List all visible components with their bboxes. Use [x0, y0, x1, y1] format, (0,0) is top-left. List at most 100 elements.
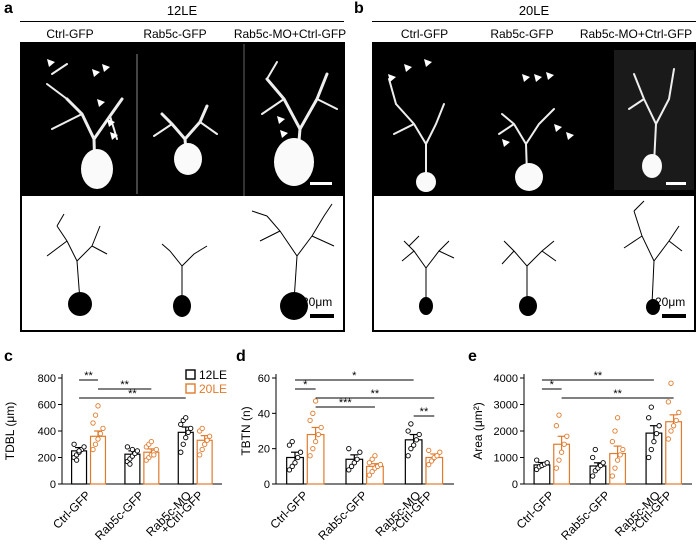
data-point — [286, 467, 293, 473]
y-tick-label: 40 — [258, 408, 270, 420]
data-point — [134, 448, 141, 454]
y-tick-label: 0 — [512, 479, 518, 491]
data-point — [346, 467, 352, 473]
data-point — [668, 428, 674, 434]
data-point — [95, 403, 101, 409]
legend-swatch — [185, 369, 196, 380]
data-point — [92, 412, 99, 418]
data-point — [651, 438, 657, 445]
data-point — [199, 446, 205, 453]
data-point — [76, 448, 82, 454]
significance-label: ** — [420, 406, 429, 418]
significance-label: ** — [613, 388, 622, 400]
data-point — [665, 436, 672, 442]
column-title-b-rab5c: Rab5c-GFP — [490, 27, 554, 41]
data-point — [153, 446, 159, 453]
micrographs-b — [388, 50, 694, 192]
data-point — [377, 461, 384, 468]
data-point — [351, 460, 357, 466]
data-point — [556, 412, 562, 418]
panel-label-b: b — [354, 0, 364, 17]
data-point — [408, 421, 414, 427]
data-point — [188, 425, 194, 432]
arrowhead-markers-b — [388, 59, 574, 147]
data-point — [307, 453, 313, 459]
title-rule-b — [372, 21, 696, 22]
data-point — [289, 438, 295, 445]
tracings-a — [46, 203, 335, 320]
data-point — [357, 449, 363, 455]
chart-e: 0 1000 2000 3000 4000 Area (μm²) Ctrl-GFP Rab5c… — [471, 370, 692, 543]
data-point — [180, 441, 186, 447]
data-point — [656, 423, 662, 429]
data-point — [434, 453, 440, 459]
data-point — [289, 463, 295, 469]
data-point — [307, 417, 313, 424]
y-axis-label: Area (μm²) — [471, 402, 485, 460]
data-point — [318, 424, 324, 431]
data-point — [413, 437, 420, 443]
x-tick-label: Ctrl-GFP — [50, 488, 93, 531]
panel-title-b: 20LE — [518, 3, 550, 18]
y-tick-label: 800 — [38, 373, 56, 385]
legend-label: 20LE — [199, 382, 227, 396]
data-point — [204, 437, 210, 443]
data-point — [81, 444, 87, 450]
data-point — [614, 457, 621, 463]
data-point — [592, 446, 598, 453]
x-tick-label: Ctrl-GFP — [514, 488, 557, 531]
data-point — [534, 457, 540, 463]
column-title-a-mo: Rab5c-MO+Ctrl-GFP — [233, 27, 347, 41]
x-tick-label: Rab5c-GFP — [315, 488, 370, 543]
title-rule-a — [20, 21, 344, 22]
data-point — [544, 460, 550, 466]
data-point — [71, 441, 77, 447]
panel-title-a: 12LE — [166, 3, 198, 18]
panel-label-a: a — [4, 0, 13, 17]
data-point — [310, 410, 316, 416]
data-point — [178, 449, 184, 455]
data-point — [558, 449, 565, 455]
y-axis-label: TDBL (μm) — [3, 402, 17, 460]
tracings-b — [401, 200, 686, 318]
significance-label: *** — [339, 397, 353, 409]
data-point — [437, 449, 443, 455]
data-point — [612, 465, 618, 471]
data-point — [95, 436, 101, 442]
micrographs-a — [46, 44, 338, 196]
y-tick-label: 20 — [258, 444, 270, 456]
data-point — [183, 434, 189, 441]
data-point — [609, 438, 616, 445]
data-point — [178, 421, 184, 428]
significance-label: ** — [84, 370, 93, 382]
data-point — [292, 460, 298, 466]
data-point — [97, 431, 104, 437]
figure-frame-b: 20μm — [372, 42, 696, 332]
legend-label: 12LE — [199, 368, 227, 382]
data-point — [372, 453, 378, 459]
data-point — [366, 460, 373, 466]
data-point — [405, 428, 411, 434]
data-point — [668, 380, 674, 386]
panel-label-d: d — [236, 348, 246, 365]
data-point — [648, 404, 654, 410]
data-point — [646, 454, 652, 461]
data-point — [609, 473, 616, 479]
data-point — [92, 441, 99, 447]
micrograph-strip-a — [22, 44, 343, 196]
data-point — [369, 468, 375, 475]
data-point — [553, 465, 560, 471]
data-point — [315, 431, 322, 438]
y-tick-label: 600 — [38, 400, 56, 412]
soma-tracing-b1 — [419, 297, 433, 315]
data-point — [310, 446, 316, 452]
y-tick-label: 4000 — [494, 373, 518, 385]
data-point — [665, 399, 672, 405]
data-point — [426, 447, 432, 454]
data-point — [369, 456, 375, 462]
x-tick-label: Ctrl-GFP — [267, 488, 310, 531]
soma-tracing-a3 — [280, 292, 308, 320]
y-tick-label: 0 — [50, 479, 56, 491]
data-point — [614, 415, 621, 421]
